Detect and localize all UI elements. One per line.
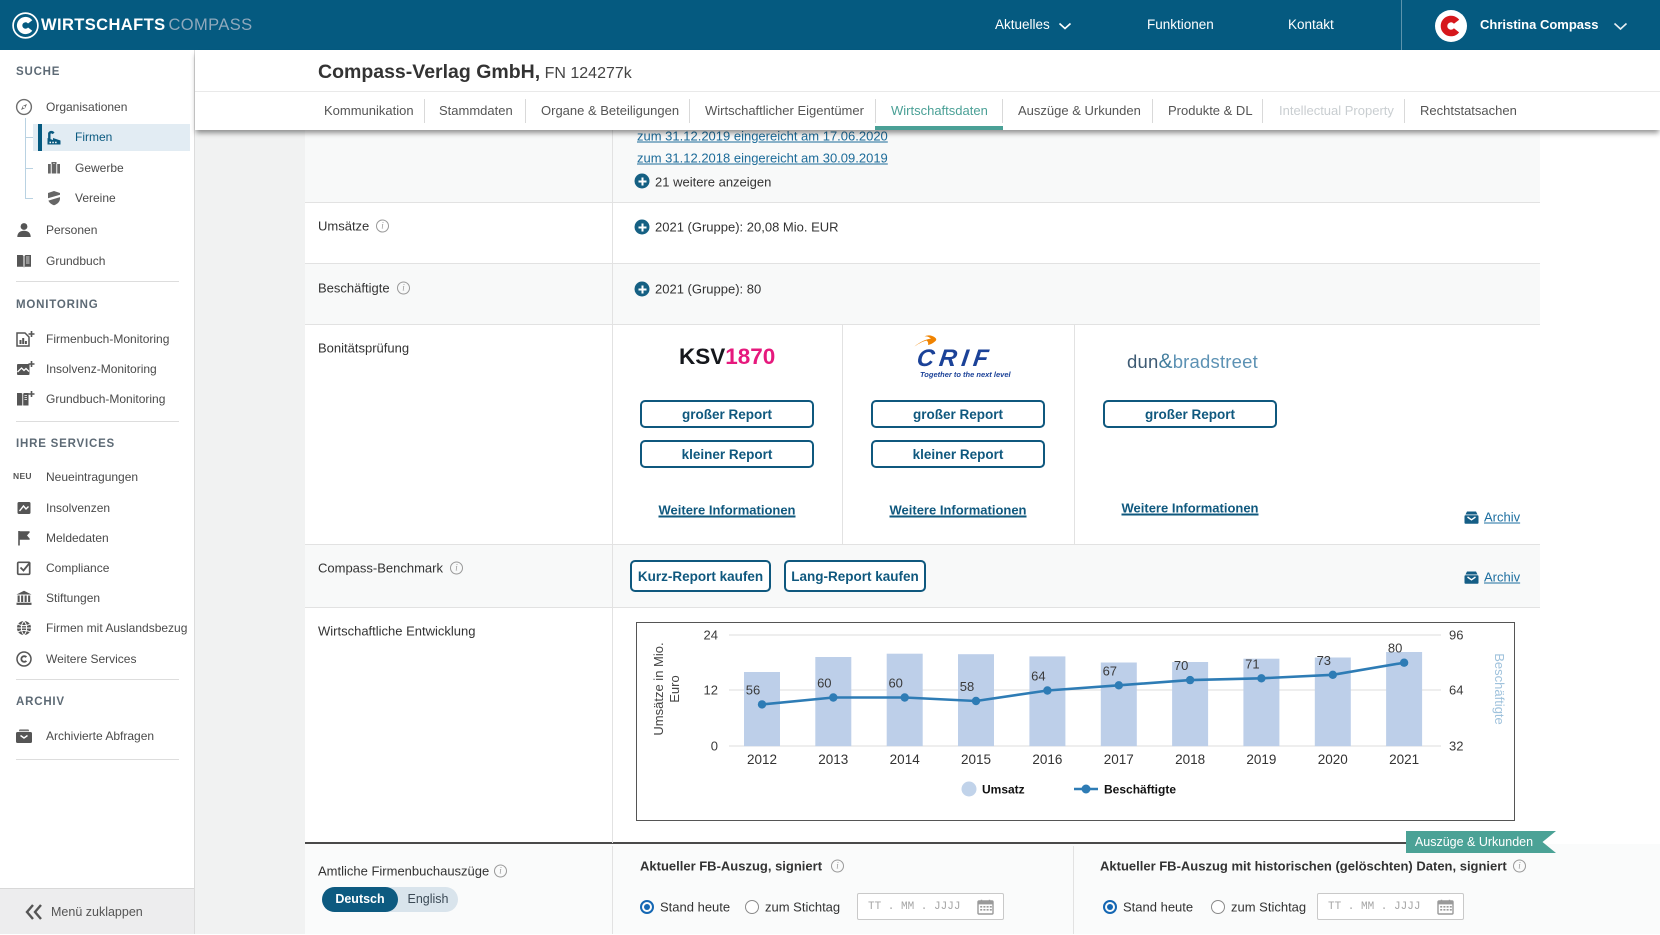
svg-text:56: 56 <box>746 682 760 697</box>
svg-text:58: 58 <box>960 679 974 694</box>
svg-text:2018: 2018 <box>1175 752 1205 767</box>
svg-text:Beschäftigte: Beschäftigte <box>1492 653 1507 725</box>
svg-text:2021: 2021 <box>1389 752 1419 767</box>
svg-text:64: 64 <box>1449 683 1463 698</box>
svg-text:96: 96 <box>1449 628 1463 643</box>
svg-text:71: 71 <box>1245 656 1259 671</box>
svg-text:2019: 2019 <box>1246 752 1276 767</box>
svg-text:67: 67 <box>1103 663 1117 678</box>
svg-text:60: 60 <box>817 676 831 691</box>
svg-text:64: 64 <box>1031 669 1045 684</box>
svg-text:2020: 2020 <box>1318 752 1348 767</box>
svg-text:80: 80 <box>1388 641 1402 656</box>
svg-text:2013: 2013 <box>818 752 848 767</box>
svg-text:Umsatz: Umsatz <box>982 783 1025 797</box>
svg-text:Umsätze in Mio.: Umsätze in Mio. <box>651 642 666 735</box>
svg-text:24: 24 <box>704 628 718 643</box>
svg-text:Euro: Euro <box>667 675 682 702</box>
svg-text:0: 0 <box>711 739 718 754</box>
svg-text:2016: 2016 <box>1032 752 1062 767</box>
svg-text:2014: 2014 <box>890 752 921 767</box>
svg-text:Beschäftigte: Beschäftigte <box>1104 783 1176 797</box>
svg-text:12: 12 <box>704 683 718 698</box>
svg-text:32: 32 <box>1449 739 1463 754</box>
svg-text:70: 70 <box>1174 658 1188 673</box>
svg-text:2012: 2012 <box>747 752 777 767</box>
svg-text:2017: 2017 <box>1104 752 1134 767</box>
svg-text:60: 60 <box>888 676 902 691</box>
svg-text:73: 73 <box>1317 653 1331 668</box>
svg-text:2015: 2015 <box>961 752 991 767</box>
